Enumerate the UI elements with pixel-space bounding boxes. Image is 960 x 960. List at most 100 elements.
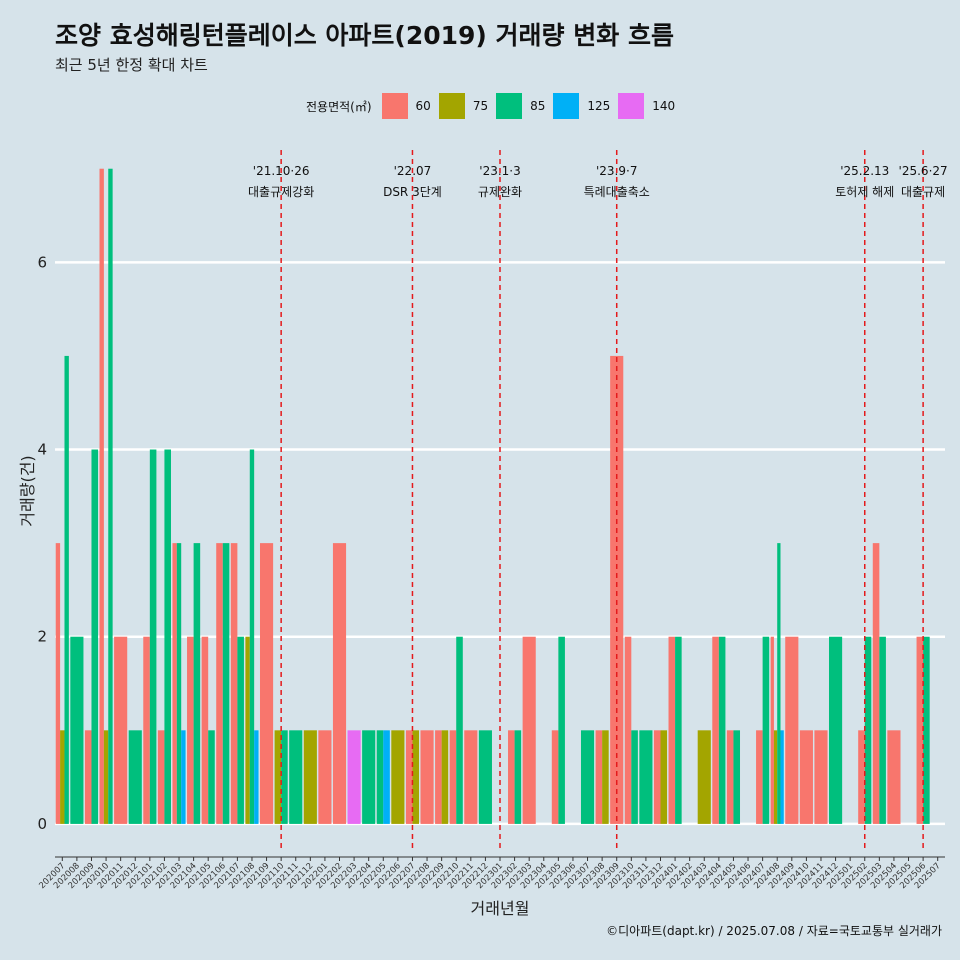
bar-85-202502 — [864, 636, 872, 824]
legend-label-140: 140 — [652, 99, 676, 113]
legend-swatch-140 — [618, 93, 645, 119]
event-date-202502: '25.2.13 — [840, 164, 889, 178]
bar-60-202504 — [887, 730, 901, 824]
bar-60-202211 — [464, 730, 478, 824]
bar-85-202408 — [777, 543, 781, 824]
bar-75-202108 — [245, 636, 250, 824]
bar-85-202310 — [631, 730, 638, 824]
bar-85-202210 — [456, 636, 463, 824]
bar-125-202103 — [181, 730, 186, 824]
event-label-202309: 특례대출축소 — [584, 185, 650, 199]
chart-subtitle: 최근 5년 한정 확대 차트 — [55, 56, 208, 74]
bar-60-202310 — [624, 636, 632, 824]
bar-60-202009 — [84, 730, 92, 824]
legend-item-60: 60 — [381, 93, 431, 119]
bar-75-202312 — [660, 730, 668, 824]
legend-label-75: 75 — [472, 99, 489, 113]
bar-60-202506 — [916, 636, 924, 824]
legend-item-75: 75 — [438, 93, 489, 119]
bar-85-202103 — [176, 543, 182, 824]
bar-60-202106 — [216, 543, 223, 824]
legend-item-85: 85 — [496, 93, 545, 119]
bar-60-202007 — [55, 543, 61, 824]
bar-60-202411 — [814, 730, 828, 824]
bar-125-202108 — [254, 730, 259, 824]
bar-60-202210 — [449, 730, 457, 824]
bar-85-202205 — [376, 730, 384, 824]
bar-85-202404 — [718, 636, 726, 824]
bar-60-202407 — [756, 730, 763, 824]
bar-60-202109 — [259, 543, 274, 824]
bar-60-202101 — [143, 636, 150, 824]
bar-85-202107 — [237, 636, 244, 824]
bar-60-202309 — [610, 355, 624, 824]
event-date-202309: '23.9·7 — [596, 164, 637, 178]
event-label-202506: 대출규제 — [901, 185, 945, 199]
bar-60-202201 — [318, 730, 332, 824]
bar-60-202107 — [230, 543, 238, 824]
bar-75-202403 — [697, 730, 711, 824]
bar-75-202308 — [602, 730, 609, 824]
bar-85-202311 — [639, 730, 653, 824]
bar-85-202012 — [128, 730, 142, 824]
bar-60-202208 — [420, 730, 434, 824]
bar-85-202503 — [879, 636, 886, 824]
bar-85-202302 — [514, 730, 522, 824]
x-axis-title: 거래년월 — [471, 899, 530, 918]
bar-140-202203 — [347, 730, 361, 824]
y-tick-label: 6 — [37, 253, 47, 271]
bar-85-202111 — [289, 730, 303, 824]
legend: 전용면적(㎡) 60 75 85 125 140 — [306, 93, 683, 119]
bar-60-202410 — [799, 730, 813, 824]
event-date-202506: '25.6·27 — [899, 164, 948, 178]
bar-60-202207 — [405, 730, 413, 824]
bar-60-202102 — [157, 730, 165, 824]
bar-85-202108 — [249, 449, 255, 824]
bar-60-202010 — [99, 168, 104, 824]
bar-60-202302 — [508, 730, 515, 824]
bar-85-202102 — [164, 449, 171, 824]
bar-60-202503 — [872, 543, 880, 824]
bar-85-202204 — [362, 730, 376, 824]
bar-60-202405 — [726, 730, 734, 824]
event-date-202301: '23.1·3 — [479, 164, 520, 178]
legend-label-125: 125 — [587, 99, 611, 113]
bar-75-202206 — [391, 730, 405, 824]
bar-75-202110 — [274, 730, 282, 824]
bar-60-202103 — [172, 543, 177, 824]
bar-75-202112 — [303, 730, 317, 824]
bar-85-202007 — [64, 355, 69, 824]
bar-75-202007 — [60, 730, 65, 824]
bar-85-202009 — [91, 449, 99, 824]
bar-60-202104 — [187, 636, 194, 824]
event-label-202110: 대출규제강화 — [248, 185, 314, 199]
bar-85-202105 — [208, 730, 215, 824]
bar-85-202106 — [222, 543, 230, 824]
bar-60-202305 — [551, 730, 559, 824]
source-caption: ©디아파트(dapt.kr) / 2025.07.08 / 자료=국토교통부 실… — [606, 924, 942, 938]
bar-85-202307 — [580, 730, 595, 824]
bar-85-202405 — [733, 730, 741, 824]
legend-swatch-75 — [438, 93, 465, 119]
y-tick-label: 2 — [37, 628, 47, 646]
legend-label-60: 60 — [415, 99, 431, 113]
bar-75-202209 — [441, 730, 449, 824]
legend-item-125: 125 — [553, 93, 610, 119]
bar-60-202105 — [201, 636, 209, 824]
bar-75-202207 — [412, 730, 420, 824]
bar-125-202205 — [383, 730, 390, 824]
bar-85-202110 — [281, 730, 288, 824]
legend-swatch-85 — [496, 93, 523, 119]
bar-60-202303 — [522, 636, 536, 824]
event-label-202502: 토허제 해제 — [835, 185, 894, 199]
legend-label-85: 85 — [530, 99, 546, 113]
bar-60-202308 — [595, 730, 603, 824]
bar-85-202401 — [675, 636, 682, 824]
y-tick-label: 0 — [37, 815, 47, 833]
bar-60-202312 — [653, 730, 661, 824]
y-tick-label: 4 — [37, 441, 47, 459]
legend-swatch-125 — [553, 93, 580, 119]
bar-125-202408 — [780, 730, 784, 824]
bar-85-202212 — [478, 730, 492, 824]
